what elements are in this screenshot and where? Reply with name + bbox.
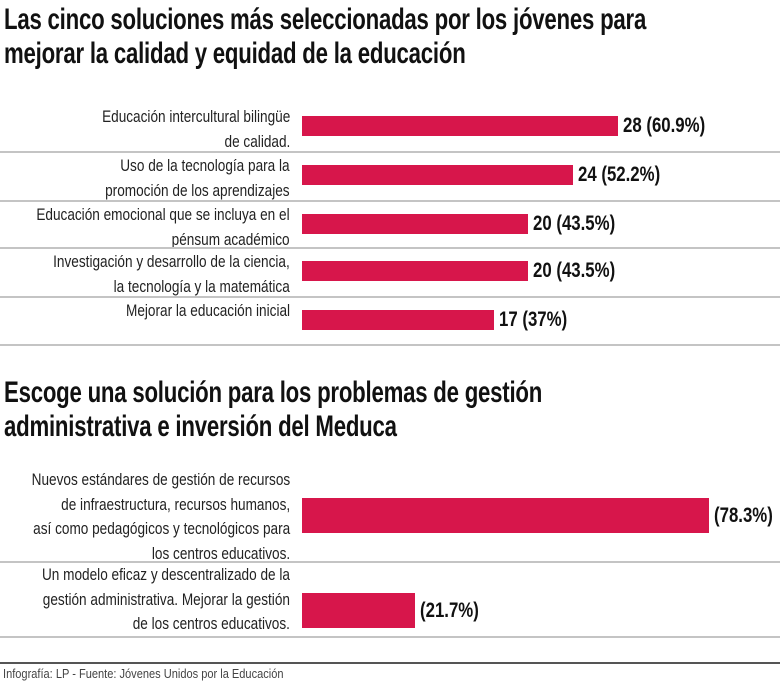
row-separator — [0, 200, 780, 202]
category-label-line: la tecnología y la matemática — [113, 276, 290, 296]
data-label: 20 (43.5%) — [532, 212, 615, 235]
data-label: 20 (43.5%) — [532, 259, 615, 282]
row-separator — [0, 344, 780, 346]
row-separator — [0, 561, 780, 563]
category-label-line: Nuevos estándares de gestión de recursos — [31, 470, 290, 489]
bar — [302, 261, 528, 281]
chart-title-line: mejorar la calidad y equidad de la educa… — [4, 37, 466, 70]
data-label: (21.7%) — [419, 598, 479, 622]
bar — [302, 214, 528, 234]
row-separator — [0, 636, 780, 638]
row-separator — [0, 151, 780, 153]
category-label-line: así como pedagógicos y tecnológicos para — [32, 519, 290, 538]
footer-divider — [0, 662, 780, 664]
chart-title-line: administrativa e inversión del Meduca — [4, 410, 397, 443]
category-label: Educación intercultural bilingüe de calid… — [102, 105, 290, 154]
chart-title-line: Las cinco soluciones más seleccionadas p… — [4, 3, 647, 36]
category-label: Mejorar la educación inicial — [126, 299, 290, 324]
category-label: Uso de la tecnología para la promoción de… — [106, 154, 290, 203]
category-label-line: pénsum académico — [172, 229, 290, 249]
category-label-line: Investigación y desarrollo de la ciencia… — [53, 252, 290, 271]
row-separator — [0, 296, 780, 298]
category-label-line: Mejorar la educación inicial — [125, 301, 290, 320]
data-label: 17 (37%) — [498, 308, 568, 331]
data-label: 28 (60.9%) — [623, 114, 706, 137]
category-label-line: Un modelo eficaz y descentralizado de la — [42, 565, 290, 584]
category-label-line: gestión administrativa. Mejorar la gesti… — [42, 589, 290, 609]
bar — [302, 593, 415, 628]
category-label-line: de los centros educativos. — [132, 614, 290, 633]
bar — [302, 498, 709, 533]
data-label: 24 (52.2%) — [577, 163, 661, 186]
category-label: Nuevos estándares de gestión de recursos… — [31, 468, 290, 566]
category-label: Un modelo eficaz y descentralizado de la… — [42, 563, 290, 637]
category-label-line: de infraestructura, recursos humanos, — [60, 494, 291, 514]
footer-credit: Infografía: LP - Fuente: Jóvenes Unidos … — [3, 666, 284, 681]
category-label-line: Educación emocional que se incluya en el — [36, 205, 290, 224]
data-label: (78.3%) — [714, 503, 773, 527]
chart-title: Las cinco soluciones más seleccionadas p… — [4, 3, 780, 71]
category-label: Investigación y desarrollo de la ciencia… — [53, 250, 290, 299]
category-label-line: promoción de los aprendizajes — [105, 180, 290, 200]
chart-title-line: Escoge una solución para los problemas d… — [4, 376, 543, 409]
category-label-line: Educación intercultural bilingüe — [101, 107, 290, 126]
row-separator — [0, 247, 780, 249]
category-label-line: los centros educativos. — [151, 543, 290, 563]
bar — [302, 310, 494, 330]
chart-title: Escoge una solución para los problemas d… — [4, 376, 780, 444]
category-label-line: Uso de la tecnología para la — [120, 156, 290, 175]
category-label: Educación emocional que se incluya en el… — [37, 203, 290, 252]
bar — [302, 165, 573, 185]
bar — [302, 116, 618, 136]
category-label-line: de calidad. — [224, 131, 290, 151]
